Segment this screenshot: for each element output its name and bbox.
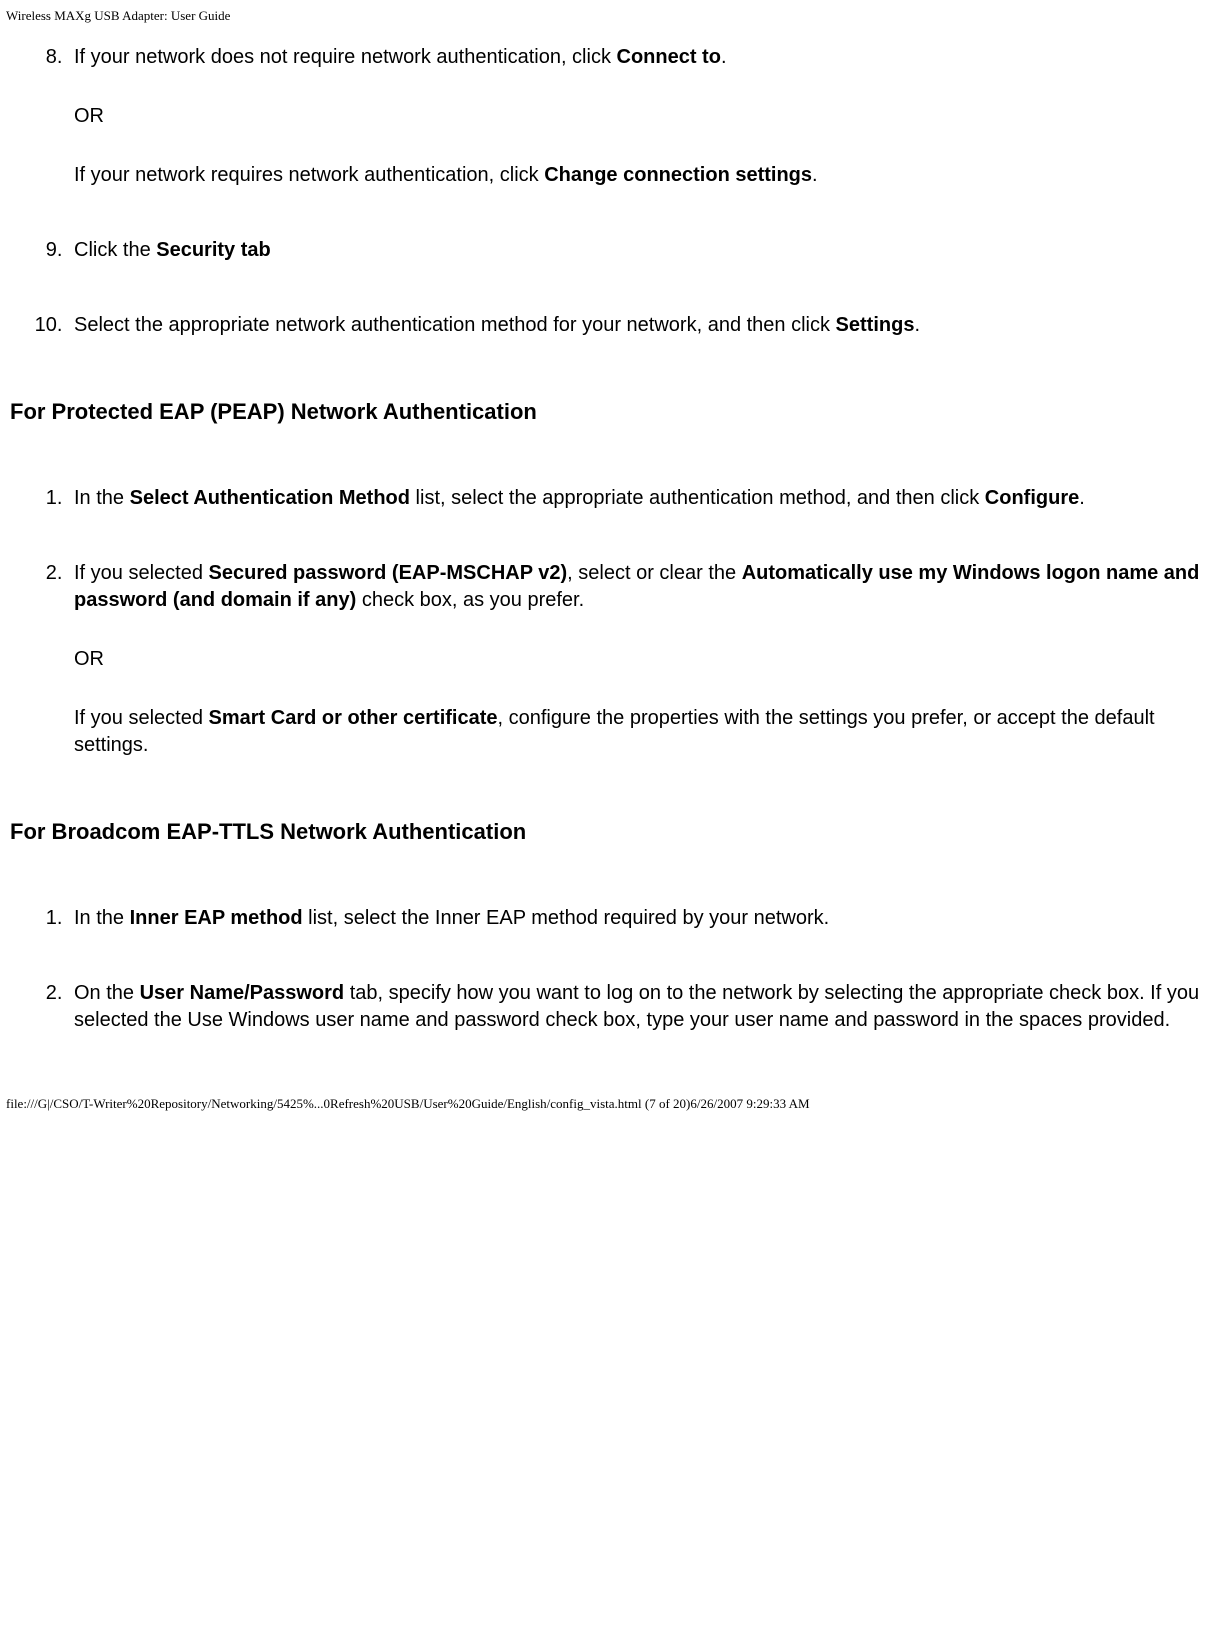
or-text: OR bbox=[74, 646, 1210, 673]
step-text: . bbox=[812, 164, 818, 186]
step-text: In the bbox=[74, 907, 130, 929]
step-text: If your network requires network authent… bbox=[74, 164, 544, 186]
ui-label-bold: Security tab bbox=[156, 239, 270, 261]
list-item: Select the appropriate network authentic… bbox=[68, 312, 1210, 339]
section-heading-ttls: For Broadcom EAP-TTLS Network Authentica… bbox=[10, 819, 1210, 845]
step-text: Click the bbox=[74, 239, 156, 261]
ui-label-bold: User Name/Password bbox=[140, 982, 345, 1004]
or-text: OR bbox=[74, 103, 1210, 130]
list-item: In the Select Authentication Method list… bbox=[68, 485, 1210, 512]
ui-label-bold: Smart Card or other certificate bbox=[209, 707, 498, 729]
document-body: If your network does not require network… bbox=[0, 24, 1220, 1034]
step-text: , select or clear the bbox=[567, 562, 742, 584]
ui-label-bold: Change connection settings bbox=[544, 164, 812, 186]
steps-list-3: In the Inner EAP method list, select the… bbox=[10, 905, 1210, 1034]
step-text: check box, as you prefer. bbox=[356, 589, 584, 611]
list-item: In the Inner EAP method list, select the… bbox=[68, 905, 1210, 932]
step-text: . bbox=[914, 314, 920, 336]
ui-label-bold: Select Authentication Method bbox=[130, 487, 410, 509]
list-item: Click the Security tab bbox=[68, 237, 1210, 264]
ui-label-bold: Secured password (EAP-MSCHAP v2) bbox=[209, 562, 568, 584]
step-text: Select the appropriate network authentic… bbox=[74, 314, 836, 336]
list-item: If your network does not require network… bbox=[68, 44, 1210, 189]
step-text: . bbox=[721, 46, 727, 68]
step-text: In the bbox=[74, 487, 130, 509]
list-item: On the User Name/Password tab, specify h… bbox=[68, 980, 1210, 1034]
ui-label-bold: Settings bbox=[836, 314, 915, 336]
ui-label-bold: Inner EAP method bbox=[130, 907, 303, 929]
step-text: If you selected bbox=[74, 707, 209, 729]
step-text: . bbox=[1079, 487, 1085, 509]
steps-list-1: If your network does not require network… bbox=[10, 44, 1210, 339]
step-text: list, select the Inner EAP method requir… bbox=[303, 907, 830, 929]
section-heading-peap: For Protected EAP (PEAP) Network Authent… bbox=[10, 399, 1210, 425]
list-item: If you selected Secured password (EAP-MS… bbox=[68, 560, 1210, 759]
step-text: On the bbox=[74, 982, 140, 1004]
ui-label-bold: Configure bbox=[985, 487, 1079, 509]
ui-label-bold: Connect to bbox=[617, 46, 721, 68]
step-text: If your network does not require network… bbox=[74, 46, 617, 68]
document-footer: file:///G|/CSO/T-Writer%20Repository/Net… bbox=[0, 1096, 810, 1112]
document-header: Wireless MAXg USB Adapter: User Guide bbox=[0, 0, 1220, 24]
step-text: If you selected bbox=[74, 562, 209, 584]
step-text: list, select the appropriate authenticat… bbox=[410, 487, 985, 509]
steps-list-2: In the Select Authentication Method list… bbox=[10, 485, 1210, 759]
